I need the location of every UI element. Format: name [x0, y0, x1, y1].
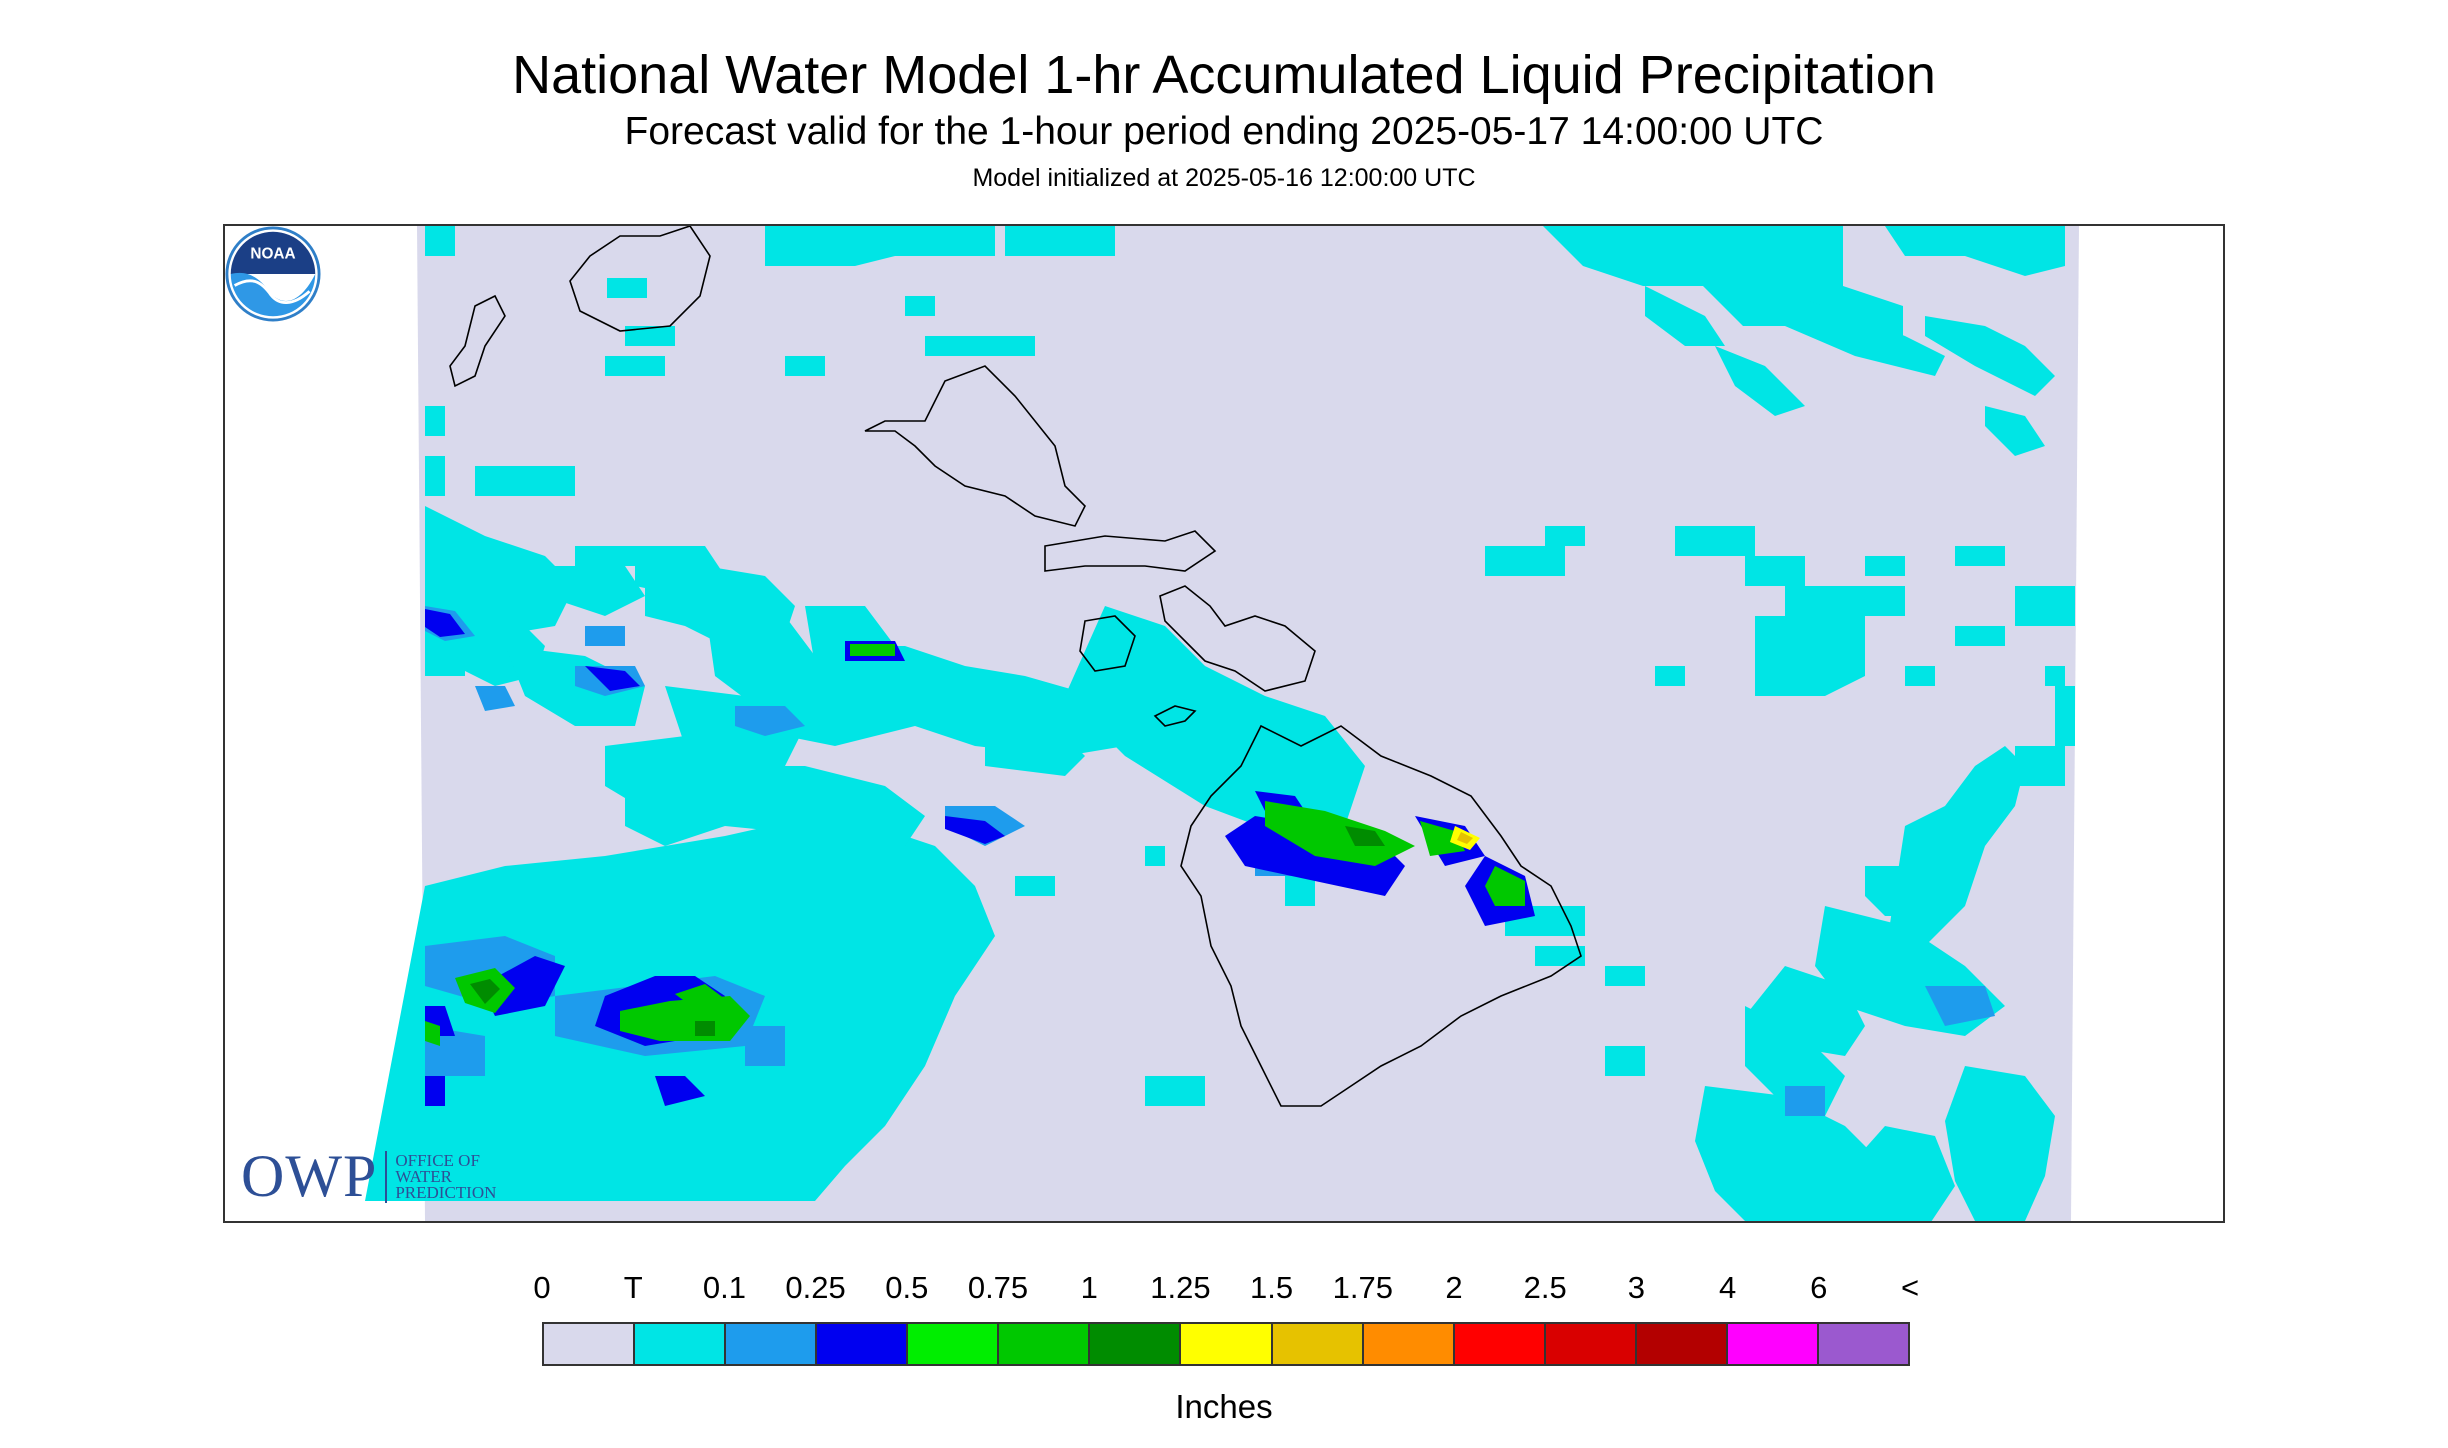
- legend-swatch: [1454, 1324, 1546, 1364]
- legend-swatch: [1727, 1324, 1819, 1364]
- heavier-precip-areas: [470, 826, 1385, 1036]
- precipitation-map: [365, 226, 2079, 1221]
- legend-swatch: [1090, 1324, 1182, 1364]
- noaa-logo: NOAA: [225, 226, 321, 322]
- legend-tick-label: <: [1900, 1270, 1920, 1305]
- legend-tick-label: 6: [1810, 1270, 1828, 1305]
- legend-swatch: [908, 1324, 1000, 1364]
- legend-swatch: [1636, 1324, 1728, 1364]
- legend-tick-label: 2.5: [1523, 1270, 1567, 1305]
- legend-swatch: [1818, 1324, 1908, 1364]
- map-frame: OWP Office of Water Prediction NOAA: [223, 224, 2225, 1223]
- legend-swatch: [726, 1324, 818, 1364]
- legend-tick-label: 1.75: [1332, 1270, 1393, 1305]
- owp-logo-line2: Water: [395, 1166, 453, 1186]
- niihau-outline: [449, 294, 506, 388]
- legend-swatch: [817, 1324, 909, 1364]
- legend-tick-label: 1: [1080, 1270, 1098, 1305]
- kauai-outline: [569, 226, 711, 332]
- map-subtitle: Forecast valid for the 1-hour period end…: [624, 110, 1824, 153]
- owp-logo-line1: Office of: [395, 1150, 480, 1170]
- hawaii-outline: [1180, 724, 1582, 1107]
- legend-tick-label: 3: [1627, 1270, 1646, 1305]
- owp-logo-divider: [385, 1150, 388, 1203]
- legend-tick-labels: 0 T 0.1 0.25 0.5 0.75 1 1.25 1.5 1.75 2 2.5 3 4 6 <: [533, 1270, 1919, 1310]
- trace-precip-areas: [365, 226, 2075, 1221]
- owp-logo-mark: OWP: [241, 1143, 378, 1209]
- coastlines: [449, 226, 1582, 1107]
- legend-tick-label: 0.5: [885, 1270, 929, 1305]
- legend-tick-label: 0.1: [702, 1270, 746, 1305]
- peak-core-areas: [1457, 832, 1473, 844]
- legend-tick-label: 0.75: [967, 1270, 1029, 1305]
- owp-logo: OWP Office of Water Prediction: [241, 1142, 496, 1211]
- map-title: National Water Model 1-hr Accumulated Li…: [512, 45, 1936, 105]
- legend-swatch: [1545, 1324, 1637, 1364]
- legend-tick-label: 1.25: [1150, 1270, 1211, 1305]
- legend-tick-label: 4: [1718, 1270, 1737, 1305]
- legend-swatch: [1272, 1324, 1364, 1364]
- legend-tick-label: 0.25: [785, 1270, 846, 1305]
- noaa-logo-text: NOAA: [250, 246, 295, 263]
- heavy-precip-areas: [425, 644, 1525, 1046]
- legend-units: Inches: [1175, 1388, 1273, 1425]
- legend-swatch: [635, 1324, 727, 1364]
- oahu-outline: [864, 365, 1086, 527]
- model-init-text: Model initialized at 2025-05-16 12:00:00…: [972, 164, 1476, 192]
- legend-swatch: [1181, 1324, 1273, 1364]
- molokai-outline: [1044, 530, 1217, 572]
- legend-swatch: [544, 1324, 636, 1364]
- legend-tick-label: 1.5: [1250, 1270, 1294, 1305]
- lanai-outline: [1079, 615, 1136, 672]
- legend-swatch: [1363, 1324, 1455, 1364]
- owp-logo-text: Office of Water Prediction: [395, 1150, 497, 1202]
- legend-tick-label: 2: [1445, 1270, 1463, 1305]
- owp-logo-line3: Prediction: [395, 1182, 497, 1202]
- legend-color-bar: [542, 1322, 1910, 1366]
- kahoolawe-outline: [1153, 705, 1197, 727]
- maui-outline: [1159, 585, 1316, 692]
- legend-tick-label: 0: [533, 1270, 551, 1305]
- legend-tick-label: T: [623, 1270, 643, 1305]
- legend-swatch: [999, 1324, 1091, 1364]
